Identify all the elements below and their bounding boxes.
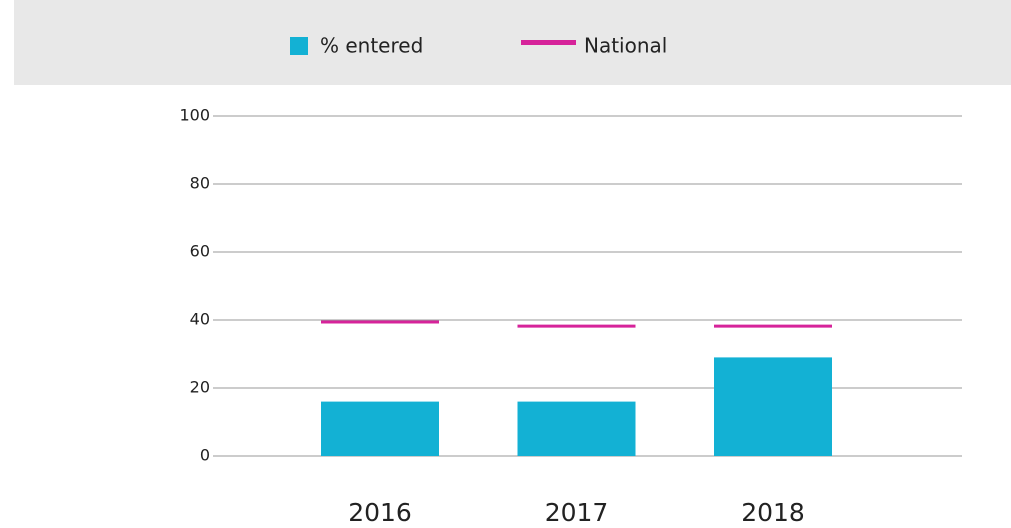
legend-label: National	[584, 34, 667, 58]
y-tick-label: 40	[190, 310, 210, 329]
y-tick-label: 20	[190, 378, 210, 397]
x-tick-label: 2016	[348, 498, 412, 527]
y-tick-label: 0	[200, 446, 210, 465]
legend-label: % entered	[320, 34, 423, 58]
legend-background	[14, 0, 1011, 85]
legend-swatch	[521, 40, 576, 45]
bar	[517, 401, 636, 456]
bar	[714, 357, 832, 456]
legend-swatch	[290, 37, 308, 55]
y-tick-label: 100	[179, 106, 210, 125]
x-tick-label: 2017	[545, 498, 609, 527]
y-tick-label: 60	[190, 242, 210, 261]
bar	[321, 401, 439, 456]
x-tick-label: 2018	[741, 498, 805, 527]
y-tick-label: 80	[190, 174, 210, 193]
